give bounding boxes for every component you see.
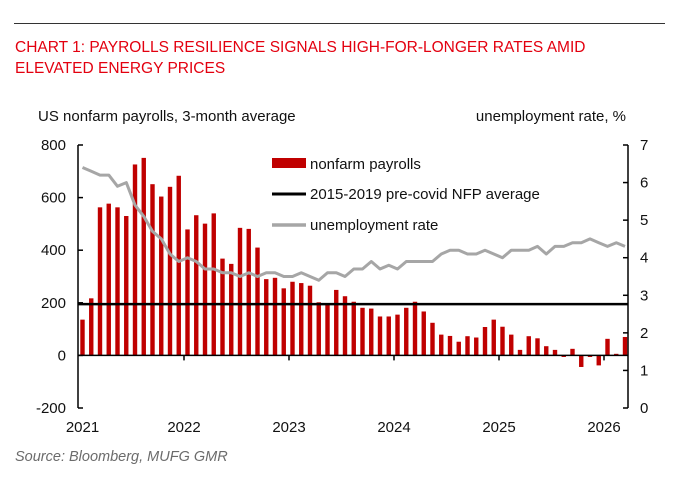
payroll-bar (124, 216, 129, 356)
payroll-bar (552, 349, 558, 356)
x-tick-label: 2025 (482, 419, 515, 436)
payroll-bar (106, 203, 111, 356)
payroll-bar (185, 229, 190, 356)
right-tick-label: 6 (640, 175, 648, 192)
title-line-1: CHART 1: PAYROLLS RESILIENCE SIGNALS HIG… (15, 39, 586, 56)
payroll-bar (579, 355, 584, 367)
payroll-bar (360, 307, 365, 356)
payroll-bar (290, 281, 295, 356)
right-tick-label: 7 (640, 137, 648, 154)
chart-title: CHART 1: PAYROLLS RESILIENCE SIGNALS HIG… (15, 37, 675, 79)
payroll-bar (220, 258, 225, 356)
payroll-bar (334, 289, 339, 356)
right-tick-label: 2 (640, 325, 648, 342)
payroll-bar (622, 336, 628, 356)
payroll-bar (237, 227, 243, 356)
payroll-bar (176, 175, 181, 356)
payroll-bar (465, 336, 470, 356)
payroll-bar (447, 335, 453, 356)
payroll-bar (395, 314, 400, 356)
left-tick-label: 400 (41, 242, 66, 259)
left-tick-label: 200 (41, 295, 66, 312)
x-tick-label: 2021 (66, 419, 99, 436)
left-tick-label: 0 (58, 347, 66, 364)
payroll-bar (97, 207, 103, 356)
legend-label-unemployment: unemployment rate (310, 217, 438, 234)
payroll-bar (509, 334, 514, 356)
payroll-bar (474, 337, 479, 356)
payroll-bar (561, 355, 566, 357)
payroll-bar (596, 355, 601, 366)
payroll-bar (272, 277, 278, 356)
legend-swatch-payrolls (272, 158, 306, 168)
payroll-bar (369, 308, 374, 356)
left-axis-label: US nonfarm payrolls, 3-month average (38, 108, 296, 125)
payroll-bar (115, 207, 120, 356)
payroll-bar (491, 319, 496, 356)
payroll-bar (614, 353, 619, 356)
payroll-bar (132, 164, 138, 356)
payroll-bar (430, 322, 435, 356)
payroll-bar (570, 348, 575, 356)
x-tick-label: 2023 (272, 419, 305, 436)
payroll-bar (377, 316, 383, 356)
payroll-bar (141, 157, 146, 356)
payroll-bar (264, 279, 269, 356)
payroll-bar (544, 346, 549, 356)
payroll-bar (202, 223, 208, 356)
x-tick-label: 2022 (167, 419, 200, 436)
payroll-bar (404, 307, 409, 356)
right-tick-label: 3 (640, 287, 648, 304)
payroll-bar (342, 296, 348, 356)
payroll-bar (482, 326, 488, 356)
payroll-bar (421, 311, 426, 356)
payroll-bar (159, 196, 164, 356)
legend-label-payrolls: nonfarm payrolls (310, 156, 421, 173)
payroll-bar (412, 301, 418, 356)
payroll-bar (255, 247, 260, 356)
payroll-bar (246, 228, 251, 356)
payroll-bar (316, 302, 321, 356)
payroll-bar (150, 184, 155, 356)
unemployment-rate-line (81, 166, 626, 282)
top-rule (14, 23, 665, 24)
payroll-bar (517, 349, 523, 356)
source-note: Source: Bloomberg, MUFG GMR (15, 449, 228, 465)
payroll-bar (605, 338, 610, 356)
payroll-bar (500, 326, 505, 356)
payroll-bar (80, 319, 85, 356)
payroll-bar (211, 213, 216, 356)
legend-label-average: 2015-2019 pre-covid NFP average (310, 186, 540, 203)
payroll-bar (351, 301, 356, 356)
payroll-bar (229, 263, 234, 356)
payroll-bar (167, 186, 173, 356)
payroll-bar (299, 283, 304, 356)
right-tick-label: 5 (640, 212, 648, 229)
payroll-bar (526, 336, 531, 356)
left-tick-label: 600 (41, 190, 66, 207)
title-line-2: ELEVATED ENERGY PRICES (15, 60, 226, 77)
x-tick-label: 2026 (587, 419, 620, 436)
payroll-bar (535, 338, 540, 356)
payroll-bar (307, 285, 313, 356)
payroll-bar (386, 316, 391, 356)
payroll-bar (587, 355, 593, 357)
payroll-bar (325, 304, 330, 356)
payroll-bar (439, 334, 444, 356)
x-tick-label: 2024 (377, 419, 410, 436)
left-tick-label: 800 (41, 137, 66, 154)
payroll-bar (456, 341, 461, 356)
right-tick-label: 0 (640, 400, 648, 417)
left-tick-label: -200 (36, 400, 66, 417)
payroll-bar (89, 298, 94, 356)
payroll-bar (194, 215, 199, 356)
right-tick-label: 1 (640, 362, 648, 379)
payroll-bar (281, 288, 286, 356)
right-axis-label: unemployment rate, % (476, 108, 626, 125)
right-tick-label: 4 (640, 250, 648, 267)
